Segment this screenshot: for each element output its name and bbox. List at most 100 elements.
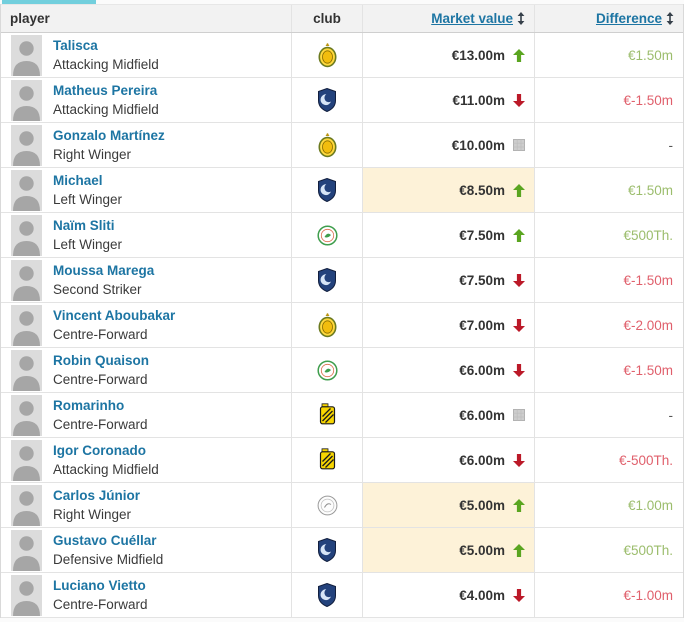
club-cell <box>291 168 362 212</box>
trend-icon <box>513 318 525 332</box>
player-name-link[interactable]: Gustavo Cuéllar <box>53 532 157 548</box>
sort-difference-link[interactable]: Difference <box>595 11 662 26</box>
market-value-cell: €13.00m <box>362 33 534 77</box>
player-name-link[interactable]: Igor Coronado <box>53 442 146 458</box>
club-cell <box>291 528 362 572</box>
player-name-link[interactable]: Robin Quaison <box>53 352 149 368</box>
market-value-cell: €5.00m <box>362 483 534 527</box>
difference-value: €-2.00m <box>623 317 673 333</box>
player-name-link[interactable]: Gonzalo Martínez <box>53 127 165 143</box>
player-photo[interactable] <box>11 214 42 256</box>
player-position: Left Winger <box>53 236 123 252</box>
market-value: €7.50m <box>459 272 505 288</box>
difference-cell: €-1.50m <box>534 348 683 392</box>
player-position: Left Winger <box>53 191 123 207</box>
player-position: Centre-Forward <box>53 416 148 432</box>
player-photo[interactable] <box>11 574 42 616</box>
al-ittihad-crest[interactable] <box>318 403 337 427</box>
player-name-link[interactable]: Luciano Vietto <box>53 577 146 593</box>
difference-cell: - <box>534 123 683 167</box>
club-cell <box>291 123 362 167</box>
player-photo[interactable] <box>11 484 42 526</box>
difference-value: €-1.00m <box>623 587 673 603</box>
al-hilal-crest[interactable] <box>317 268 337 292</box>
club-cell <box>291 303 362 347</box>
al-hilal-crest[interactable] <box>317 88 337 112</box>
al-hilal-crest[interactable] <box>317 538 337 562</box>
al-hilal-crest[interactable] <box>317 583 337 607</box>
club-cell <box>291 438 362 482</box>
player-cell: Carlos Júnior Right Winger <box>1 483 291 527</box>
al-shabab-crest[interactable] <box>317 495 338 516</box>
market-value-cell: €8.50m <box>362 168 534 212</box>
player-name-link[interactable]: Michael <box>53 172 103 188</box>
market-value: €5.00m <box>459 542 505 558</box>
market-value: €6.00m <box>459 407 505 423</box>
market-value: €5.00m <box>459 497 505 513</box>
sort-icon[interactable] <box>517 12 525 25</box>
al-nassr-crest[interactable] <box>318 42 337 68</box>
player-photo[interactable] <box>11 439 42 481</box>
player-photo[interactable] <box>11 124 42 166</box>
player-photo[interactable] <box>11 394 42 436</box>
al-ettifaq-crest[interactable] <box>316 224 338 246</box>
market-value: €7.00m <box>459 317 505 333</box>
difference-cell: €-2.00m <box>534 303 683 347</box>
player-cell: Robin Quaison Centre-Forward <box>1 348 291 392</box>
sort-icon[interactable] <box>666 12 674 25</box>
player-photo[interactable] <box>11 304 42 346</box>
club-cell <box>291 258 362 302</box>
trend-icon <box>513 93 525 107</box>
player-name-link[interactable]: Naïm Sliti <box>53 217 115 233</box>
player-photo[interactable] <box>11 259 42 301</box>
trend-icon <box>513 48 525 62</box>
difference-value: €1.50m <box>627 47 673 63</box>
player-photo[interactable] <box>11 79 42 121</box>
table-row: Romarinho Centre-Forward €6.00m - <box>1 393 683 438</box>
player-cell: Talisca Attacking Midfield <box>1 33 291 77</box>
player-name-link[interactable]: Talisca <box>53 37 98 53</box>
player-name-link[interactable]: Carlos Júnior <box>53 487 141 503</box>
difference-cell: €-1.00m <box>534 573 683 617</box>
player-position: Attacking Midfield <box>53 101 159 117</box>
market-value-cell: €7.00m <box>362 303 534 347</box>
market-value: €7.50m <box>459 227 505 243</box>
player-position: Centre-Forward <box>53 596 148 612</box>
table-row: Gonzalo Martínez Right Winger €10.00m - <box>1 123 683 168</box>
market-value: €11.00m <box>452 92 505 108</box>
sort-market-value-link[interactable]: Market value <box>431 11 513 26</box>
player-photo[interactable] <box>11 169 42 211</box>
player-photo[interactable] <box>11 349 42 391</box>
al-ettifaq-crest[interactable] <box>316 359 338 381</box>
player-photo[interactable] <box>11 529 42 571</box>
player-cell: Igor Coronado Attacking Midfield <box>1 438 291 482</box>
header-difference: Difference <box>534 5 683 32</box>
active-tab-indicator[interactable] <box>2 0 96 4</box>
difference-cell: €-500Th. <box>534 438 683 482</box>
club-cell <box>291 213 362 257</box>
difference-value: €-1.50m <box>623 272 673 288</box>
difference-cell: €500Th. <box>534 528 683 572</box>
player-name-link[interactable]: Moussa Marega <box>53 262 155 278</box>
player-cell: Moussa Marega Second Striker <box>1 258 291 302</box>
al-nassr-crest[interactable] <box>318 312 337 338</box>
al-nassr-crest[interactable] <box>318 132 337 158</box>
player-name-link[interactable]: Vincent Aboubakar <box>53 307 176 323</box>
player-photo[interactable] <box>11 34 42 76</box>
al-hilal-crest[interactable] <box>317 178 337 202</box>
player-name-link[interactable]: Matheus Pereira <box>53 82 158 98</box>
table-row: Matheus Pereira Attacking Midfield €11.0… <box>1 78 683 123</box>
player-position: Attacking Midfield <box>53 56 159 72</box>
difference-value: €500Th. <box>623 542 673 558</box>
market-value-cell: €5.00m <box>362 528 534 572</box>
difference-cell: - <box>534 393 683 437</box>
table-row: Michael Left Winger €8.50m €1.50m <box>1 168 683 213</box>
player-cell: Luciano Vietto Centre-Forward <box>1 573 291 617</box>
club-cell <box>291 33 362 77</box>
header-market-value: Market value <box>362 5 534 32</box>
player-name-link[interactable]: Romarinho <box>53 397 125 413</box>
table-row: Luciano Vietto Centre-Forward €4.00m €-1… <box>1 573 683 618</box>
al-ittihad-crest[interactable] <box>318 448 337 472</box>
market-value-table: player club Market value Difference Tali… <box>0 4 684 618</box>
club-cell <box>291 573 362 617</box>
